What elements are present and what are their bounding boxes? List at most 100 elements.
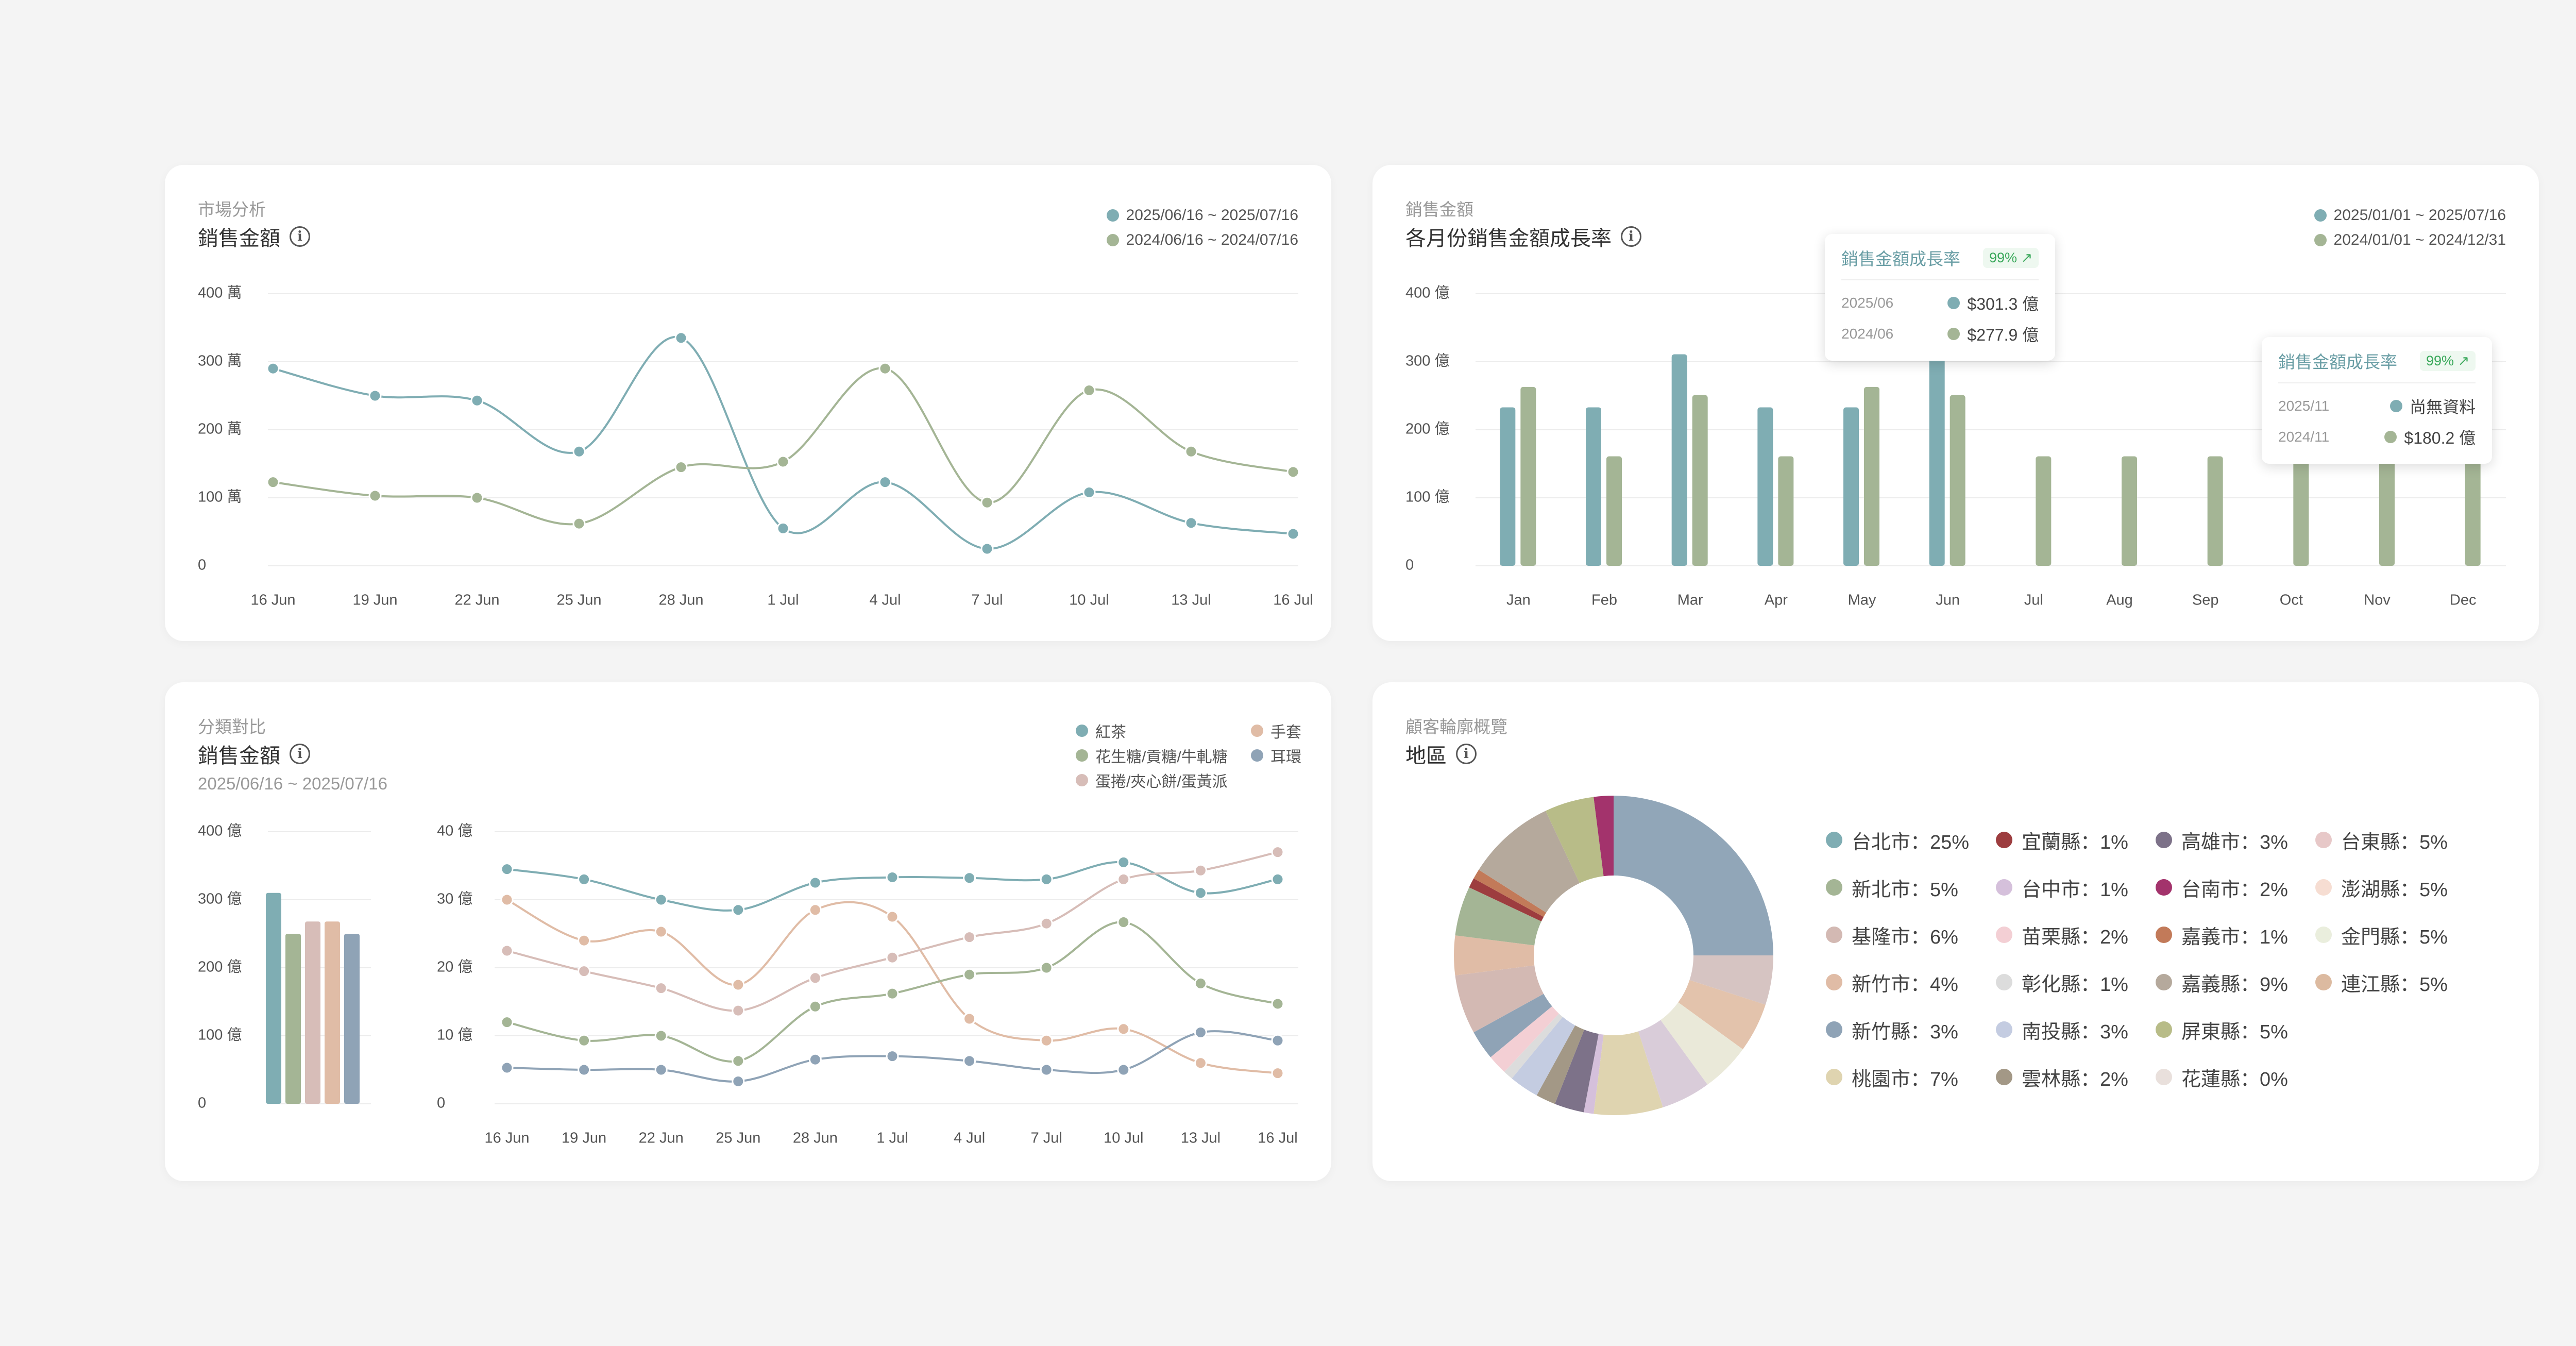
y-tick-label: 200 億 bbox=[198, 958, 242, 975]
legend-item[interactable]: 2025/06/16 ~ 2025/07/16 bbox=[1106, 203, 1298, 228]
info-icon[interactable]: i bbox=[1621, 226, 1641, 247]
legend-label: 蛋捲/夾心餅/蛋黃派 bbox=[1095, 773, 1228, 790]
data-point bbox=[578, 934, 591, 947]
region-legend-item[interactable]: 桃園市：7% bbox=[1826, 1053, 1996, 1101]
region-legend-item[interactable]: 新北市：5% bbox=[1826, 864, 1996, 911]
x-tick-label: May bbox=[1848, 592, 1876, 609]
x-tick-label: 16 Jun bbox=[250, 592, 295, 609]
series-line bbox=[506, 861, 1278, 912]
x-tick-label: 7 Jul bbox=[971, 592, 1003, 609]
legend-item[interactable]: 2024/06/16 ~ 2024/07/16 bbox=[1106, 228, 1298, 253]
region-legend-item[interactable]: 金門縣：5% bbox=[2315, 911, 2485, 958]
tooltip-row: 2025/11 尚無資料 bbox=[2278, 391, 2476, 422]
region-legend-item[interactable]: 高雄市：3% bbox=[2156, 816, 2315, 864]
data-point bbox=[1271, 1034, 1284, 1047]
info-icon[interactable]: i bbox=[290, 226, 310, 247]
bar bbox=[1500, 407, 1516, 566]
region-legend-item[interactable]: 苗栗縣：2% bbox=[1996, 911, 2156, 958]
region-legend-item[interactable]: 澎湖縣：5% bbox=[2315, 864, 2485, 911]
legend-dot bbox=[1826, 1069, 1842, 1085]
x-tick-label: 4 Jul bbox=[954, 1130, 985, 1147]
card-title-text: 各月份銷售金額成長率 bbox=[1405, 227, 1612, 250]
region-legend-item[interactable]: 花蓮縣：0% bbox=[2156, 1053, 2315, 1101]
x-tick-label: 4 Jul bbox=[869, 592, 901, 609]
legend-item[interactable]: 蛋捲/夾心餅/蛋黃派 bbox=[1076, 768, 1251, 793]
x-tick-label: 16 Jun bbox=[484, 1130, 529, 1147]
data-point bbox=[963, 968, 976, 981]
legend-item[interactable]: 紅茶 bbox=[1076, 718, 1251, 743]
data-point bbox=[1082, 485, 1096, 499]
data-point bbox=[470, 394, 484, 407]
info-icon[interactable]: i bbox=[290, 744, 310, 764]
data-point bbox=[1286, 465, 1300, 479]
region-legend-item[interactable]: 台東縣：5% bbox=[2315, 816, 2485, 864]
legend-label: 2025/01/01 ~ 2025/07/16 bbox=[2333, 207, 2506, 224]
legend-item[interactable]: 花生糖/貢糖/牛軋糖 bbox=[1076, 743, 1251, 768]
region-legend-item[interactable]: 新竹縣：3% bbox=[1826, 1006, 1996, 1053]
data-point bbox=[1271, 1067, 1284, 1080]
data-point bbox=[732, 903, 745, 917]
region-legend-item[interactable]: 台南市：2% bbox=[2156, 864, 2315, 911]
legend-dot bbox=[1076, 749, 1088, 762]
info-icon[interactable]: i bbox=[1456, 744, 1477, 764]
pie-slice bbox=[1469, 878, 1544, 922]
monthly-growth-card: 銷售金額 各月份銷售金額成長率 i 2025/01/01 ~ 2025/07/1… bbox=[1372, 165, 2539, 641]
bar bbox=[266, 893, 281, 1104]
region-legend-item[interactable]: 新竹市：4% bbox=[1826, 958, 1996, 1006]
card-title: 各月份銷售金額成長率 i bbox=[1405, 222, 1641, 251]
region-legend-item[interactable]: 連江縣：5% bbox=[2315, 958, 2485, 1006]
tooltip-header: 銷售金額成長率 99% ↗ bbox=[2278, 348, 2476, 383]
region-legend-item[interactable]: 台中市：1% bbox=[1996, 864, 2156, 911]
region-legend-item[interactable]: 基隆市：6% bbox=[1826, 911, 1996, 958]
data-point bbox=[1184, 445, 1198, 458]
data-point bbox=[1040, 961, 1053, 974]
x-tick-label: 28 Jun bbox=[658, 592, 703, 609]
data-point bbox=[578, 1034, 591, 1047]
region-legend-item[interactable]: 嘉義市：1% bbox=[2156, 911, 2315, 958]
x-tick-label: 25 Jun bbox=[716, 1130, 760, 1147]
legend-label: 澎湖縣：5% bbox=[2341, 879, 2448, 901]
y-tick-label: 10 億 bbox=[437, 1027, 472, 1044]
series-dot bbox=[2384, 431, 2397, 443]
y-tick-label: 0 bbox=[198, 1095, 206, 1112]
data-point bbox=[368, 389, 382, 402]
bar bbox=[2293, 456, 2309, 566]
legend-dot bbox=[1826, 832, 1842, 848]
legend-item[interactable]: 手套 bbox=[1251, 718, 1313, 743]
data-point bbox=[1117, 1022, 1130, 1036]
region-legend-item[interactable]: 彰化縣：1% bbox=[1996, 958, 2156, 1006]
y-tick-label: 0 bbox=[1405, 557, 1414, 574]
region-legend-item[interactable]: 雲林縣：2% bbox=[1996, 1053, 2156, 1101]
region-legend-item[interactable]: 宜蘭縣：1% bbox=[1996, 816, 2156, 864]
card-title-text: 銷售金額 bbox=[198, 227, 280, 250]
bar bbox=[1520, 386, 1536, 566]
region-legend-item[interactable]: 屏東縣：5% bbox=[2156, 1006, 2315, 1053]
category-comparison-card: 分類對比 銷售金額 i 2025/06/16 ~ 2025/07/16 紅茶 手套… bbox=[165, 682, 1331, 1181]
legend-label: 宜蘭縣：1% bbox=[2022, 831, 2128, 853]
region-legend-item[interactable]: 嘉義縣：9% bbox=[2156, 958, 2315, 1006]
region-legend-item[interactable]: 南投縣：3% bbox=[1996, 1006, 2156, 1053]
legend-dot bbox=[1996, 1069, 2012, 1085]
x-tick-label: Feb bbox=[1591, 592, 1617, 609]
data-point bbox=[808, 971, 822, 985]
growth-badge: 99% ↗ bbox=[2420, 350, 2476, 371]
x-tick-label: 19 Jun bbox=[352, 592, 397, 609]
bar-tooltip: 銷售金額成長率 99% ↗ 2025/11 尚無資料 2024/11 $180.… bbox=[2262, 337, 2493, 464]
data-point bbox=[500, 1061, 514, 1074]
data-point bbox=[674, 331, 688, 345]
data-point bbox=[1117, 855, 1130, 869]
legend-item[interactable]: 耳環 bbox=[1251, 743, 1313, 768]
legend-item[interactable]: 2024/01/01 ~ 2024/12/31 bbox=[2314, 228, 2506, 253]
data-point bbox=[1194, 1056, 1207, 1070]
pie-slice bbox=[1473, 869, 1547, 917]
y-tick-label: 300 億 bbox=[198, 890, 242, 907]
trend-up-icon: ↗ bbox=[2458, 352, 2470, 368]
region-legend-item[interactable]: 台北市：25% bbox=[1826, 816, 1996, 864]
legend-dot bbox=[1996, 879, 2012, 896]
legend-item[interactable]: 2025/01/01 ~ 2025/07/16 bbox=[2314, 203, 2506, 228]
legend-dot bbox=[1996, 927, 2012, 943]
data-point bbox=[500, 1016, 514, 1029]
legend-dot bbox=[1076, 725, 1088, 737]
legend-dot bbox=[1996, 974, 2012, 990]
legend-label: 台東縣：5% bbox=[2341, 831, 2448, 853]
